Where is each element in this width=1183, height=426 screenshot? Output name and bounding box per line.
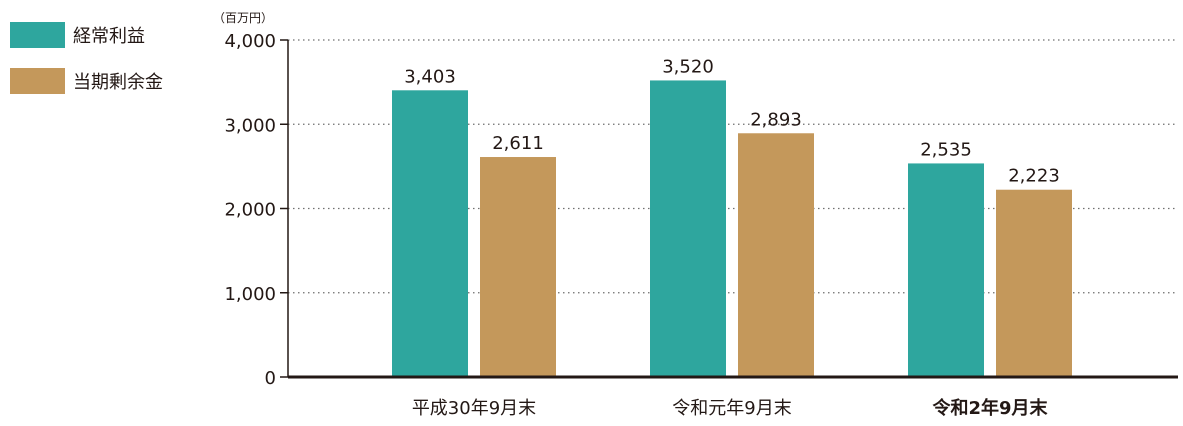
legend-swatch-ordinary-profit [10, 22, 65, 48]
data-label: 3,520 [662, 56, 714, 77]
data-label: 2,223 [1008, 166, 1060, 187]
y-tick-label: 4,000 [224, 31, 276, 52]
y-tick-label: 1,000 [224, 284, 276, 305]
x-tick-label: 令和2年9月末 [931, 397, 1048, 419]
bar [392, 90, 468, 378]
bar [480, 157, 556, 377]
legend-item-ordinary-profit: 経常利益 [10, 22, 163, 48]
y-tick-label: 3,000 [224, 115, 276, 136]
legend-swatch-surplus [10, 68, 65, 94]
bar [650, 80, 726, 377]
legend-label-ordinary-profit: 経常利益 [73, 26, 145, 47]
y-axis-unit-label: （百万円） [213, 11, 273, 25]
legend-label-surplus: 当期剰余金 [73, 72, 163, 93]
legend-item-surplus: 当期剰余金 [10, 68, 163, 94]
y-tick-label: 0 [265, 368, 276, 389]
data-label: 3,403 [404, 66, 456, 87]
bar [738, 133, 814, 377]
data-label: 2,535 [920, 139, 972, 160]
data-label: 2,893 [750, 109, 802, 130]
y-tick-label: 2,000 [224, 200, 276, 221]
bar [908, 163, 984, 377]
bar [996, 189, 1072, 377]
data-label: 2,611 [492, 133, 544, 154]
x-tick-label: 平成30年9月末 [412, 398, 536, 419]
legend: 経常利益 当期剰余金 [10, 22, 163, 114]
x-tick-label: 令和元年9月末 [672, 398, 791, 419]
